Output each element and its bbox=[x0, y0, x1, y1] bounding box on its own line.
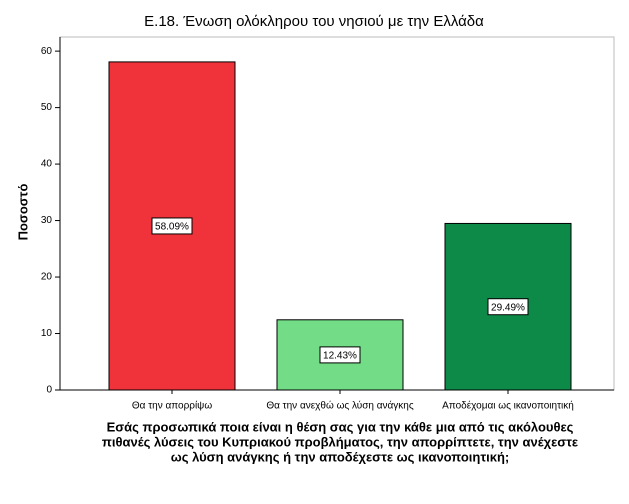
x-axis-label: Εσάς προσωπικά ποια είναι η θέση σας για… bbox=[107, 419, 574, 434]
y-tick-label: 10 bbox=[41, 328, 53, 339]
chart-title: E.18. Ένωση ολόκληρου του νησιού με την … bbox=[144, 13, 484, 30]
y-tick-label: 0 bbox=[46, 385, 52, 396]
x-tick-label: Θα την απορρίψω bbox=[132, 400, 212, 412]
value-label-box bbox=[151, 217, 193, 235]
value-label-box bbox=[319, 346, 361, 364]
value-label: 12.43% bbox=[323, 351, 357, 362]
x-axis-label: ως λύση ανάγκης ή την αποδέχεστε ως ικαν… bbox=[171, 449, 510, 464]
x-axis-label: πιθανές λύσεις του Κυπριακού προβλήματος… bbox=[102, 434, 578, 449]
y-tick-label: 20 bbox=[41, 272, 53, 283]
value-label-box bbox=[487, 298, 529, 316]
x-tick-label: Θα την ανεχθώ ως λύση ανάγκης bbox=[266, 400, 414, 412]
value-label: 58.09% bbox=[155, 222, 189, 233]
y-tick-label: 60 bbox=[41, 46, 53, 57]
x-tick-label: Αποδέχομαι ως ικανοποιητική bbox=[442, 400, 574, 412]
y-axis-label: Ποσοστό bbox=[15, 184, 30, 241]
y-tick-label: 30 bbox=[41, 215, 53, 226]
value-label: 29.49% bbox=[491, 302, 525, 313]
y-tick-label: 40 bbox=[41, 159, 53, 170]
y-tick-label: 50 bbox=[41, 102, 53, 113]
